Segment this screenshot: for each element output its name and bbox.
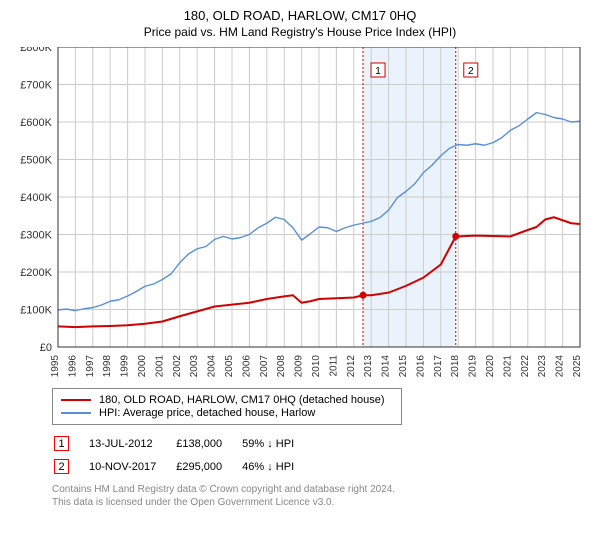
chart-legend: 180, OLD ROAD, HARLOW, CM17 0HQ (detache… <box>52 388 402 425</box>
svg-text:2025: 2025 <box>572 355 583 378</box>
svg-text:2019: 2019 <box>468 355 479 378</box>
svg-text:2005: 2005 <box>224 355 235 378</box>
svg-text:2014: 2014 <box>381 355 392 378</box>
svg-text:2020: 2020 <box>485 355 496 378</box>
sale-marker-icon: 1 <box>54 436 69 451</box>
sale-price: £138,000 <box>176 433 240 454</box>
sale-marker-cell: 1 <box>54 433 87 454</box>
svg-text:2022: 2022 <box>520 355 531 378</box>
svg-text:£0: £0 <box>40 342 52 354</box>
svg-text:2000: 2000 <box>137 355 148 378</box>
svg-text:2008: 2008 <box>276 355 287 378</box>
svg-text:1998: 1998 <box>102 355 113 378</box>
svg-text:2010: 2010 <box>311 355 322 378</box>
sale-marker-cell: 2 <box>54 456 87 477</box>
table-row: 1 13-JUL-2012 £138,000 59% ↓ HPI <box>54 433 312 454</box>
chart-subtitle: Price paid vs. HM Land Registry's House … <box>10 25 590 39</box>
svg-text:£400K: £400K <box>20 192 52 204</box>
svg-text:2016: 2016 <box>415 355 426 378</box>
sale-delta: 59% ↓ HPI <box>242 433 312 454</box>
svg-text:2017: 2017 <box>433 355 444 378</box>
svg-text:2009: 2009 <box>294 355 305 378</box>
svg-text:1997: 1997 <box>85 355 96 378</box>
legend-item: 180, OLD ROAD, HARLOW, CM17 0HQ (detache… <box>61 394 393 406</box>
svg-text:1996: 1996 <box>67 355 78 378</box>
svg-text:1: 1 <box>375 66 381 77</box>
svg-text:2013: 2013 <box>363 355 374 378</box>
sales-table: 1 13-JUL-2012 £138,000 59% ↓ HPI 2 10-NO… <box>52 431 314 479</box>
svg-text:2024: 2024 <box>555 355 566 378</box>
price-chart: £0 £100K £200K £300K £400K £500K £600K £700K £80… <box>10 47 590 382</box>
svg-text:£300K: £300K <box>20 230 52 242</box>
svg-text:2011: 2011 <box>328 355 339 377</box>
legend-item: HPI: Average price, detached house, Harl… <box>61 407 393 419</box>
svg-text:2012: 2012 <box>346 355 357 378</box>
license-line: Contains HM Land Registry data © Crown c… <box>52 483 590 496</box>
svg-text:2006: 2006 <box>241 355 252 378</box>
sale-date: 10-NOV-2017 <box>89 456 174 477</box>
svg-text:2001: 2001 <box>154 355 165 378</box>
svg-text:2023: 2023 <box>537 355 548 378</box>
legend-swatch <box>61 399 91 401</box>
license-text: Contains HM Land Registry data © Crown c… <box>52 483 590 509</box>
table-row: 2 10-NOV-2017 £295,000 46% ↓ HPI <box>54 456 312 477</box>
svg-text:2021: 2021 <box>502 355 513 378</box>
svg-text:2: 2 <box>468 66 474 77</box>
license-line: This data is licensed under the Open Gov… <box>52 496 590 509</box>
svg-text:2007: 2007 <box>259 355 270 378</box>
svg-text:1995: 1995 <box>50 355 61 378</box>
svg-text:£800K: £800K <box>20 47 52 54</box>
page-title: 180, OLD ROAD, HARLOW, CM17 0HQ <box>10 8 590 23</box>
svg-text:2018: 2018 <box>450 355 461 378</box>
legend-label: HPI: Average price, detached house, Harl… <box>99 407 315 419</box>
legend-swatch <box>61 412 91 414</box>
sale-date: 13-JUL-2012 <box>89 433 174 454</box>
legend-label: 180, OLD ROAD, HARLOW, CM17 0HQ (detache… <box>99 394 385 406</box>
svg-text:£700K: £700K <box>20 80 52 92</box>
sale-price: £295,000 <box>176 456 240 477</box>
svg-text:£200K: £200K <box>20 267 52 279</box>
svg-text:£600K: £600K <box>20 117 52 129</box>
svg-text:£500K: £500K <box>20 155 52 167</box>
svg-text:£100K: £100K <box>20 305 52 317</box>
svg-text:2004: 2004 <box>207 355 218 378</box>
svg-text:1999: 1999 <box>120 355 131 378</box>
sale-marker-icon: 2 <box>54 459 69 474</box>
svg-text:2002: 2002 <box>172 355 183 378</box>
svg-text:2003: 2003 <box>189 355 200 378</box>
sale-delta: 46% ↓ HPI <box>242 456 312 477</box>
svg-text:2015: 2015 <box>398 355 409 378</box>
